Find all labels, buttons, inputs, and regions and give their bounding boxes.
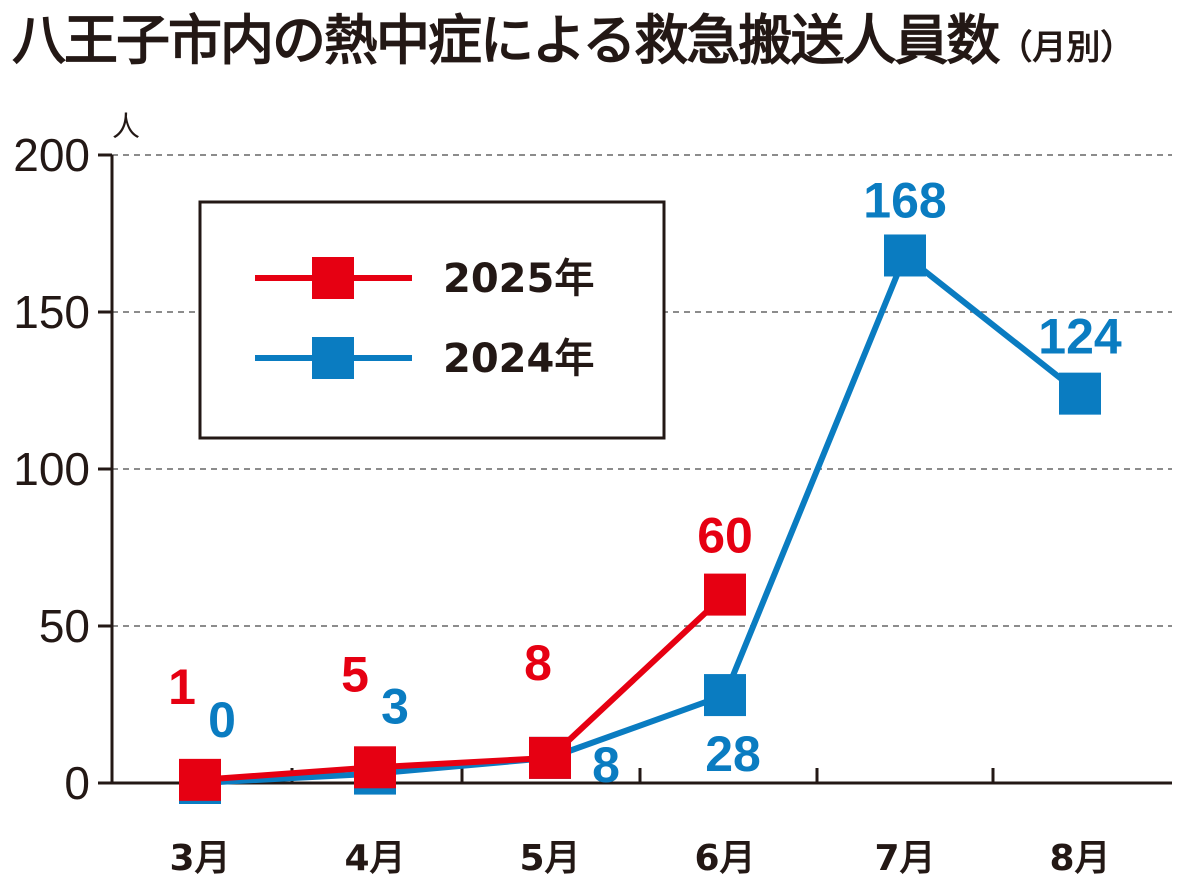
data-label-2025年-6月: 60 — [697, 508, 753, 564]
data-label-2025年-3月: 1 — [168, 659, 196, 715]
data-label-2024年-8月: 124 — [1038, 309, 1122, 365]
x-tick-label-0: 3月 — [169, 838, 230, 879]
axes: 人 — [110, 110, 1172, 785]
legend-marker-2024年 — [312, 337, 354, 379]
y-tick-label-50: 50 — [39, 600, 90, 652]
x-tick-label-2: 5月 — [519, 838, 580, 879]
x-tick-label-4: 7月 — [874, 838, 935, 879]
y-axis-ticks: 0 50 100 150 200 — [13, 129, 112, 809]
series-line-2025年 — [199, 592, 728, 783]
series-line-2024年 — [199, 252, 1082, 786]
chart-title-main: 八王子市内の熱中症による救急搬送人員数 — [12, 9, 1000, 72]
chart-title: 八王子市内の熱中症による救急搬送人員数（月別） — [12, 14, 1134, 68]
marker-2024年-7月 — [884, 234, 926, 277]
marker-2024年-8月 — [1059, 372, 1101, 415]
y-tick-label-100: 100 — [13, 443, 90, 495]
legend-label-2024年: 2024年 — [443, 336, 594, 382]
legend-box — [198, 200, 666, 440]
data-label-2025年-5月: 8 — [524, 635, 552, 691]
x-tick-label-5: 8月 — [1049, 838, 1110, 879]
legend-marker-2025年 — [312, 257, 354, 299]
data-label-2024年-5月: 8 — [592, 737, 620, 793]
marker-2025年-6月 — [704, 573, 746, 616]
data-label-2024年-7月: 168 — [863, 172, 946, 228]
chart-subtitle: （月別） — [998, 28, 1135, 68]
x-tick-label-3: 6月 — [694, 838, 755, 879]
x-tick-label-1: 4月 — [344, 838, 405, 879]
data-label-2024年-3月: 0 — [208, 692, 236, 748]
data-label-2024年-6月: 28 — [705, 726, 761, 782]
data-label-2025年-4月: 5 — [341, 646, 369, 702]
y-tick-label-0: 0 — [64, 757, 90, 809]
marker-2025年-4月 — [354, 746, 396, 789]
marker-2025年-5月 — [529, 736, 571, 779]
series-lines — [199, 252, 1082, 786]
y-axis-unit: 人 — [112, 110, 140, 143]
data-labels: 1 5 8 60 0 3 8 28 168 124 — [168, 172, 1122, 792]
y-tick-label-150: 150 — [13, 286, 90, 338]
data-label-2024年-4月: 3 — [381, 679, 409, 735]
x-axis-ticks: 3月 4月 5月 6月 7月 8月 — [169, 768, 1111, 879]
y-tick-label-200: 200 — [13, 129, 90, 181]
marker-2024年-6月 — [704, 674, 746, 717]
legend-label-2025年: 2025年 — [443, 256, 594, 302]
marker-2025年-3月 — [179, 758, 221, 801]
legend: 2025年 2024年 — [198, 200, 666, 440]
series-markers — [179, 234, 1101, 804]
